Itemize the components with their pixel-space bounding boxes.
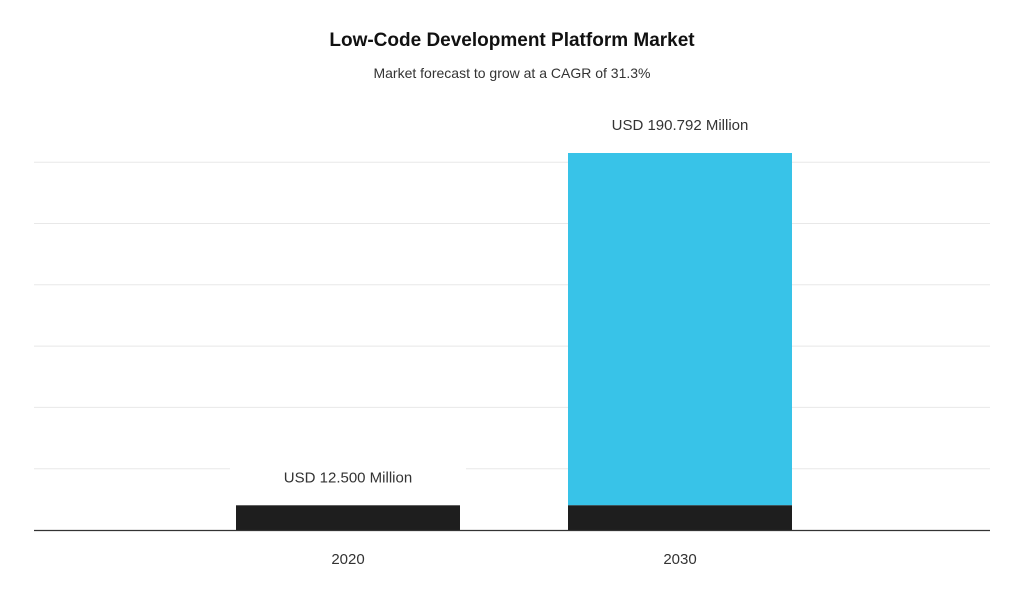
- data-label-bg: [230, 466, 466, 491]
- chart-title: Low-Code Development Platform Market: [329, 30, 695, 51]
- bar-growth-2030: [568, 153, 792, 506]
- data-label-2020: USD 12.500 Million: [284, 469, 412, 486]
- data-label-bg: [562, 114, 798, 138]
- bar-base-2020: [236, 505, 460, 530]
- bar-base-2030: [568, 505, 792, 530]
- data-label-2030: USD 190.792 Million: [612, 117, 749, 134]
- x-tick-label-2030: 2030: [663, 551, 696, 568]
- chart-subtitle: Market forecast to grow at a CAGR of 31.…: [373, 65, 651, 81]
- x-tick-label-2020: 2020: [331, 551, 364, 568]
